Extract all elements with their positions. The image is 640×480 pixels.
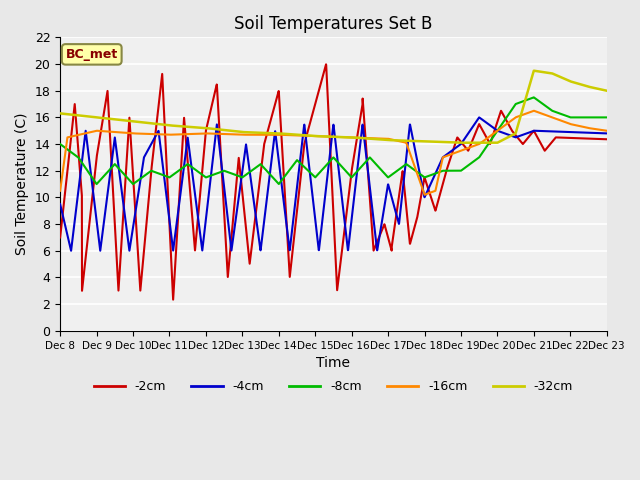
Title: Soil Temperatures Set B: Soil Temperatures Set B <box>234 15 433 33</box>
Text: BC_met: BC_met <box>66 48 118 61</box>
Legend: -2cm, -4cm, -8cm, -16cm, -32cm: -2cm, -4cm, -8cm, -16cm, -32cm <box>88 375 578 398</box>
X-axis label: Time: Time <box>316 356 351 370</box>
Y-axis label: Soil Temperature (C): Soil Temperature (C) <box>15 113 29 255</box>
